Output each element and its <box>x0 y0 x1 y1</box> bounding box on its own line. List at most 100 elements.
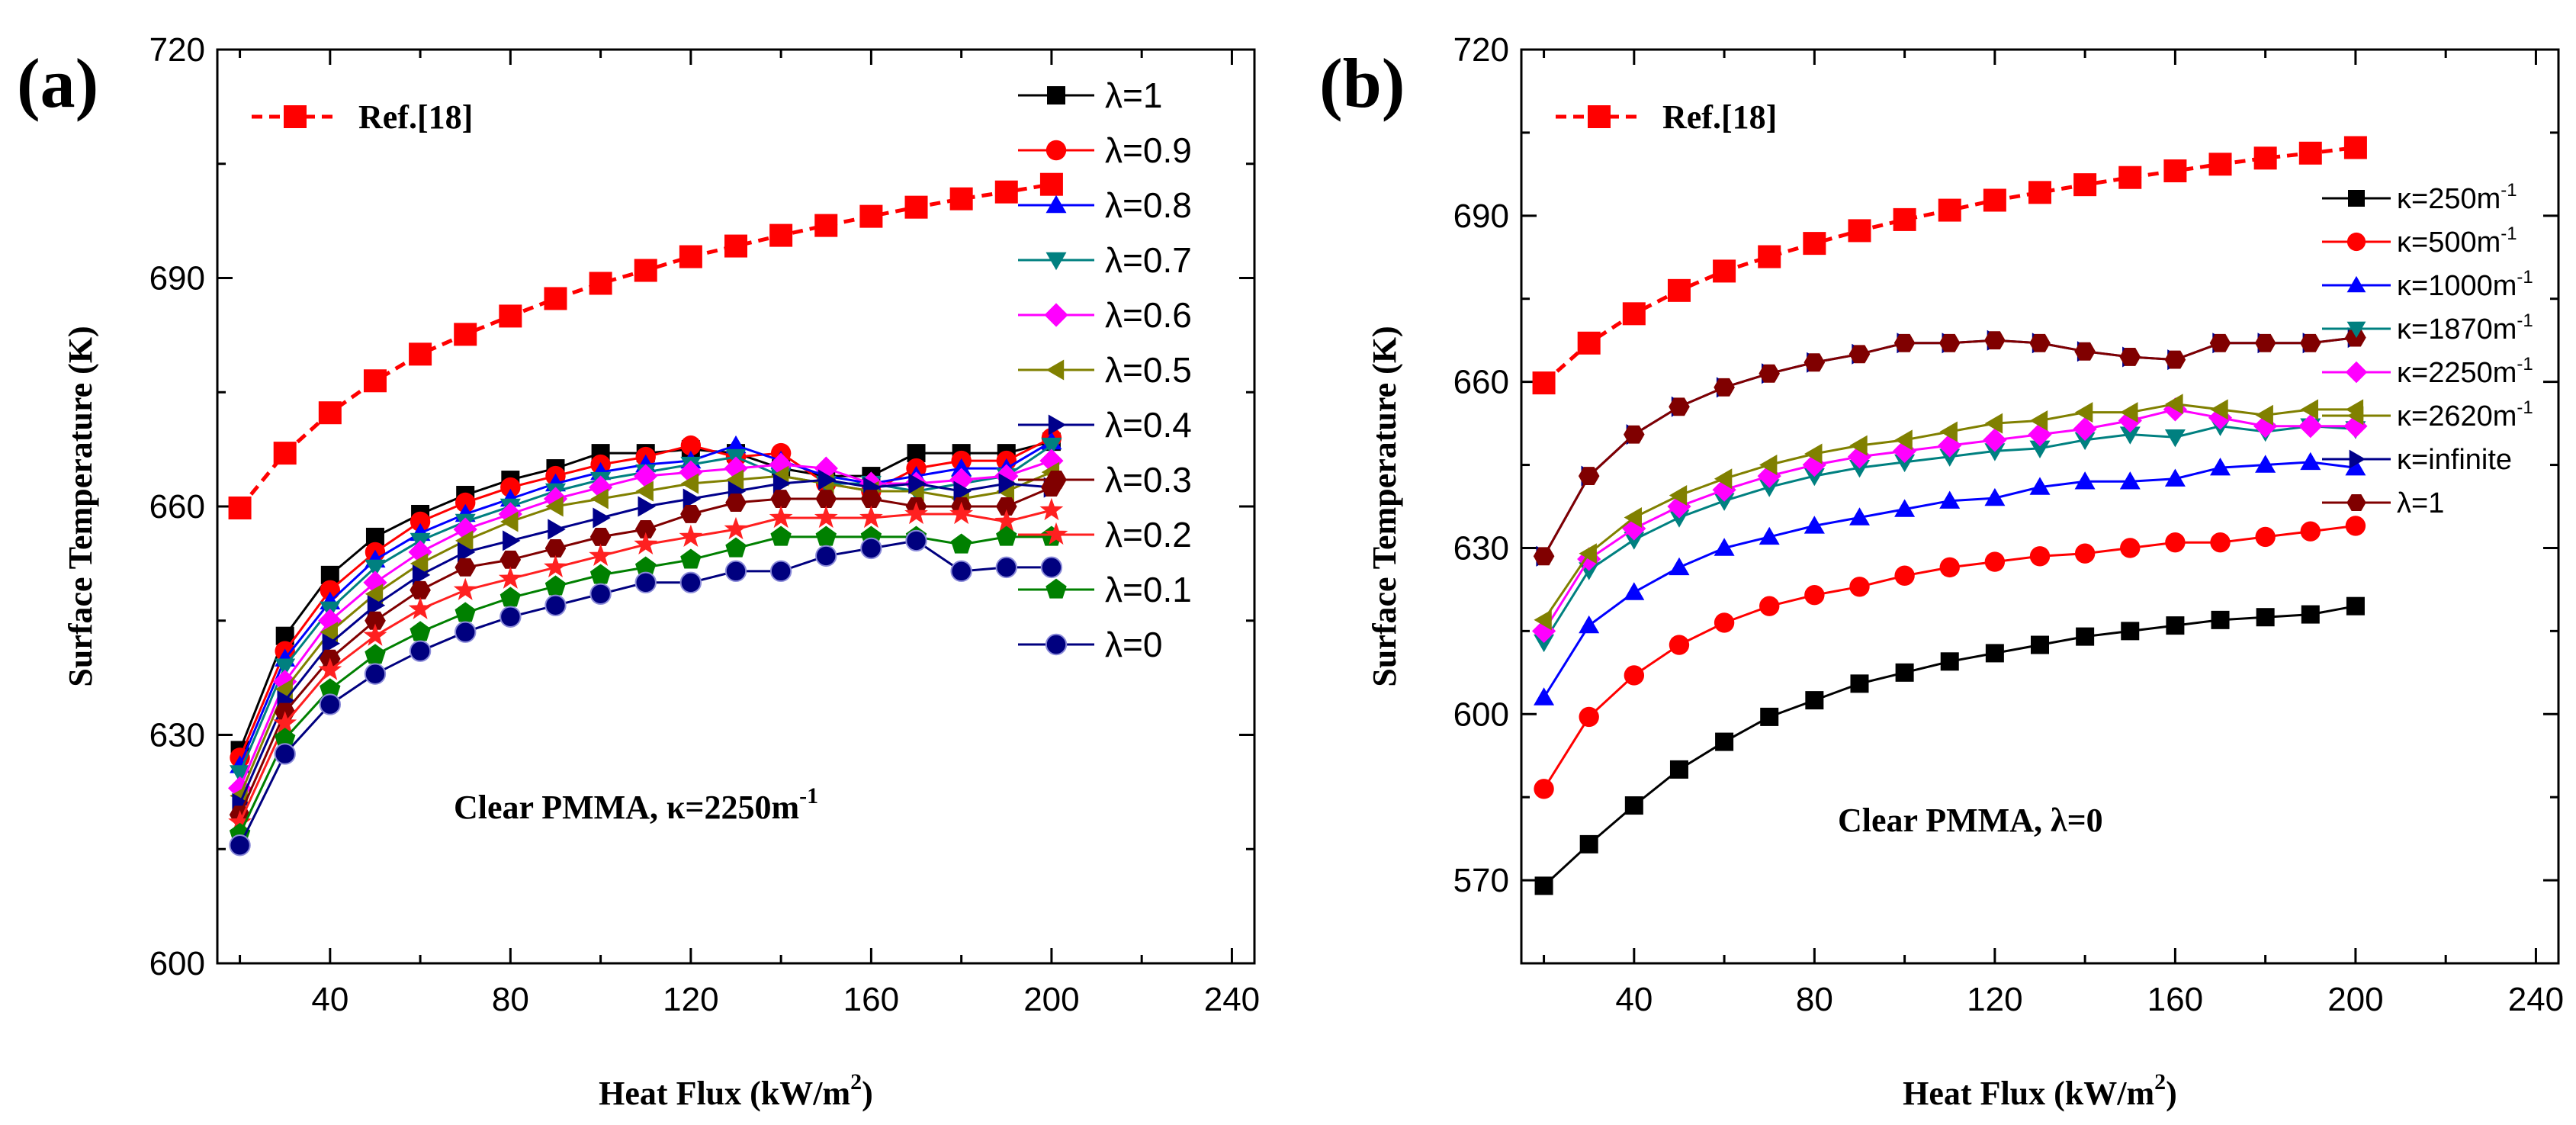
series-group-a <box>228 172 1064 857</box>
data-point <box>2165 394 2183 415</box>
x-tick-label: 200 <box>1023 981 1079 1018</box>
data-point <box>1984 413 2003 434</box>
data-point <box>544 554 567 577</box>
data-point <box>815 545 837 567</box>
y-tick-label: 630 <box>149 717 205 754</box>
legend-marker <box>2346 275 2366 293</box>
data-point <box>1984 487 2006 506</box>
data-point <box>1622 302 1646 326</box>
data-point <box>2164 350 2186 369</box>
data-point <box>2301 605 2320 624</box>
data-point <box>680 548 702 569</box>
data-point <box>322 633 340 654</box>
data-point <box>1624 582 1645 600</box>
x-tick-label: 40 <box>311 981 348 1018</box>
legend-label: κ=1870m-1 <box>2397 310 2533 346</box>
data-point <box>409 640 432 662</box>
x-tick-label: 240 <box>1204 981 1260 1018</box>
x-tick-label: 160 <box>2147 981 2203 1018</box>
legend-b: Ref.[18] κ=250m-1 κ=500m-1 κ=1000m-1 κ=1870m… <box>1556 98 2533 519</box>
data-point <box>1759 479 1780 497</box>
data-point <box>679 524 703 547</box>
data-point <box>364 663 387 685</box>
data-point <box>1938 198 1961 222</box>
data-point <box>275 728 296 748</box>
data-point <box>814 505 838 529</box>
data-point <box>2346 596 2365 616</box>
data-point <box>1803 232 1826 256</box>
series-line <box>1543 605 2356 887</box>
data-point <box>2345 516 2366 536</box>
data-point <box>995 556 1017 579</box>
legend-a: Ref.[18] λ=1 λ=0.9 λ=0.8 λ=0.7 λ=0.6 λ=0.5 λ=0.… <box>252 76 1192 664</box>
data-point <box>1893 207 1916 231</box>
data-point <box>1804 516 1825 534</box>
series-group-b <box>1532 136 2368 895</box>
data-point <box>1894 429 1913 451</box>
data-point <box>589 564 612 584</box>
data-point <box>365 644 386 664</box>
data-point <box>1939 557 1960 578</box>
data-point <box>994 180 1018 204</box>
data-point <box>275 658 296 677</box>
data-point <box>2211 610 2230 629</box>
data-point <box>499 550 522 569</box>
legend-label: κ=2620m-1 <box>2397 397 2533 432</box>
data-point <box>2074 342 2096 361</box>
data-point <box>951 458 972 477</box>
data-point <box>724 560 747 583</box>
data-point <box>1039 172 1063 196</box>
y-axis-title-a: Surface Temperature (K) <box>62 326 99 686</box>
data-point <box>274 743 296 765</box>
data-point <box>228 810 252 833</box>
legend-marker <box>1044 522 1068 545</box>
data-point <box>815 526 837 546</box>
data-point <box>725 435 747 454</box>
plot-frame-b <box>1520 48 2560 965</box>
data-point <box>2343 414 2368 439</box>
axes-b: 40 80 120 160 200 240 570 600 630 660 690 720 <box>1453 31 2565 1018</box>
data-point <box>589 528 612 546</box>
y-tick-label: 690 <box>149 260 205 297</box>
data-point <box>680 435 702 456</box>
data-point <box>949 501 974 525</box>
data-point <box>1040 556 1063 579</box>
legend-label: κ=infinite <box>2397 444 2512 476</box>
series-kappa-500m-m-1 <box>1534 516 2366 799</box>
data-point <box>635 556 657 577</box>
data-point <box>1939 490 1961 509</box>
data-point <box>680 473 699 494</box>
legend-label: λ=1 <box>1105 76 1162 115</box>
data-point <box>1759 526 1780 545</box>
data-point <box>409 342 432 366</box>
data-point <box>1849 435 1868 456</box>
data-point <box>1579 615 1600 634</box>
data-point <box>1985 644 2004 663</box>
data-point <box>1579 543 1597 564</box>
legend-label: κ=500m-1 <box>2397 223 2517 259</box>
data-point <box>680 505 702 523</box>
data-point <box>2073 416 2097 441</box>
x-tick-label: 160 <box>843 981 899 1018</box>
data-point <box>454 323 477 346</box>
legend-label: κ=2250m-1 <box>2397 354 2533 389</box>
data-point <box>1579 706 1599 728</box>
data-point <box>1760 707 1779 726</box>
data-point <box>951 533 972 554</box>
data-point <box>1804 443 1823 464</box>
legend-marker <box>1045 252 1067 271</box>
data-point <box>1983 428 2007 452</box>
legend-label-ref: Ref.[18] <box>358 98 473 136</box>
legend-marker <box>2346 406 2364 426</box>
y-tick-label: 630 <box>1453 529 1509 567</box>
data-point <box>996 526 1017 546</box>
data-point <box>634 520 657 538</box>
x-tick-label: 80 <box>492 981 529 1018</box>
data-point <box>1532 371 1556 395</box>
data-point <box>1578 467 1600 485</box>
legend-label-ref: Ref.[18] <box>1662 98 1777 136</box>
data-point <box>455 530 474 551</box>
data-point <box>2164 429 2186 448</box>
data-point <box>408 540 432 564</box>
data-point <box>814 214 838 237</box>
